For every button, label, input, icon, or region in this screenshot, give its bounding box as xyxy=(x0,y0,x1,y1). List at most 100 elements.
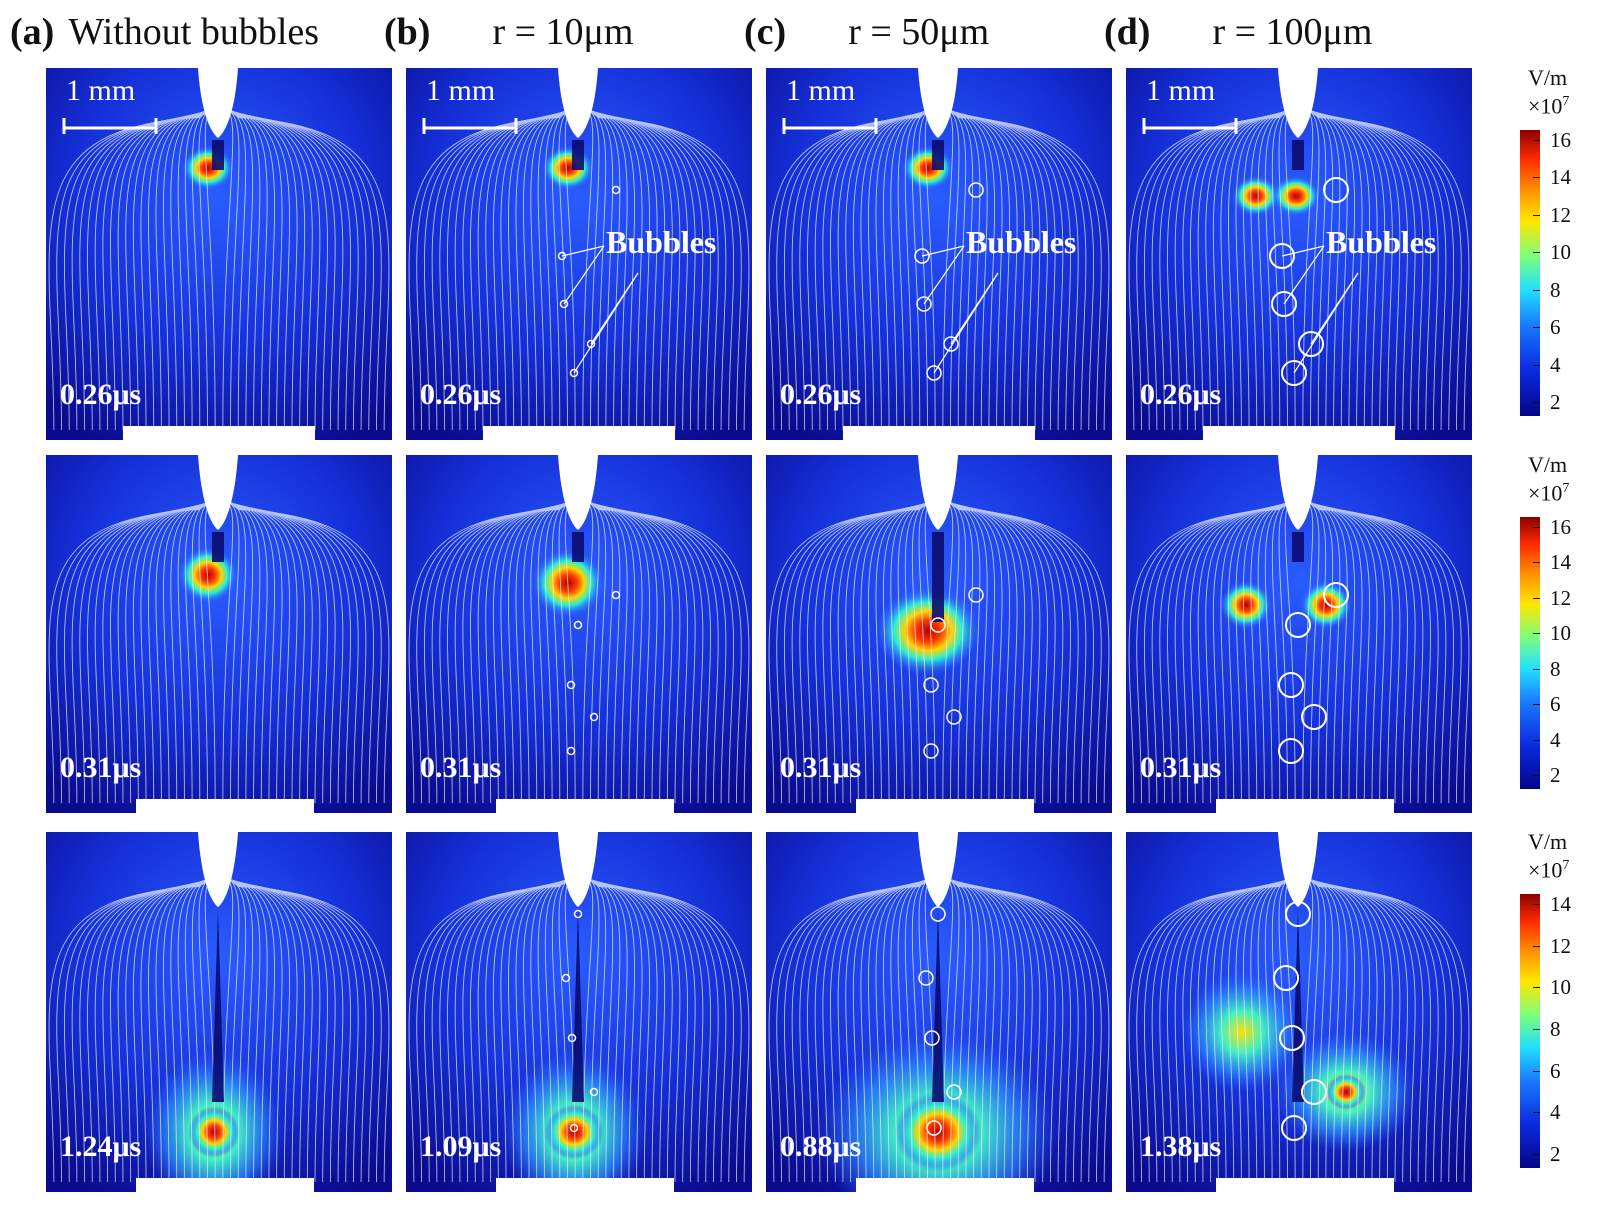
colorbar-tick xyxy=(1533,904,1540,905)
bubble xyxy=(569,368,579,378)
bubble xyxy=(943,336,959,352)
colorbar-tick xyxy=(1533,364,1540,366)
colorbar-tick xyxy=(1533,402,1540,403)
field-hotspot xyxy=(542,146,594,190)
bubble xyxy=(611,590,621,600)
field-hotspot xyxy=(894,1092,982,1172)
colorbar-tick-label: 6 xyxy=(1550,315,1561,340)
needle-electrode xyxy=(558,832,598,907)
colorbar-tick-label: 10 xyxy=(1550,975,1571,1000)
bubble xyxy=(566,680,576,690)
bubble xyxy=(930,617,946,633)
colorbar-tick xyxy=(1533,1112,1540,1114)
bubble xyxy=(559,299,569,309)
field-lines xyxy=(408,499,750,804)
field-plot xyxy=(46,832,392,1192)
scale-bar-label: 1 mm xyxy=(786,74,856,107)
panel-letter: (c) xyxy=(744,11,787,53)
bubble xyxy=(1281,360,1307,386)
bubble xyxy=(569,1123,579,1133)
bubble xyxy=(968,182,984,198)
colorbar-tick xyxy=(1533,177,1540,179)
field-plot xyxy=(406,832,752,1192)
bubble xyxy=(589,1087,599,1097)
ground-electrode xyxy=(123,426,315,440)
streamer-channel xyxy=(932,532,944,622)
colorbar-tick-label: 12 xyxy=(1550,933,1571,958)
field-lines xyxy=(1128,499,1470,804)
colorbar-tick xyxy=(1533,289,1540,291)
field-plot xyxy=(1126,455,1472,813)
colorbar-tick-label: 16 xyxy=(1550,515,1571,539)
colorbar-tick-label: 8 xyxy=(1550,277,1561,302)
simulation-panel: 1.38μs xyxy=(1126,832,1472,1192)
field-hotspot xyxy=(1326,1074,1366,1110)
scale-bar-label: 1 mm xyxy=(1146,74,1216,107)
streamer-channel xyxy=(572,909,584,1102)
time-label: 1.24μs xyxy=(60,1130,142,1163)
field-plot xyxy=(766,455,1112,813)
ground-electrode xyxy=(496,799,674,813)
bubble xyxy=(573,909,583,919)
field-hotspot xyxy=(902,146,954,190)
colorbar-tick xyxy=(1533,633,1540,635)
bubble xyxy=(573,620,583,630)
simulation-panel: Bubbles 1 mm 0.26μs xyxy=(1126,68,1472,440)
needle-electrode xyxy=(1278,455,1318,530)
bubble xyxy=(1301,704,1327,730)
simulation-panel: 1.24μs xyxy=(46,832,392,1192)
bubble xyxy=(923,743,939,759)
colorbar-tick xyxy=(1533,527,1540,528)
bubble xyxy=(1269,243,1295,269)
time-label: 0.26μs xyxy=(1140,378,1222,411)
field-hotspot xyxy=(1272,176,1320,216)
colorbar-tick-label: 14 xyxy=(1550,550,1571,575)
streamer-channel xyxy=(1292,909,1304,1102)
ground-electrode xyxy=(843,426,1035,440)
ground-electrode xyxy=(1216,1178,1394,1192)
simulation-panel: 0.31μs xyxy=(1126,455,1472,813)
colorbar-tick-label: 8 xyxy=(1550,656,1561,681)
colorbar-tick-label: 4 xyxy=(1550,1100,1561,1125)
needle-electrode xyxy=(1278,68,1318,138)
column-title: Without bubbles xyxy=(68,11,320,53)
needle-electrode xyxy=(918,455,958,530)
colorbar-tick-label: 8 xyxy=(1550,1017,1561,1041)
field-plot xyxy=(766,832,1112,1192)
colorbar xyxy=(1520,130,1540,416)
bubble xyxy=(1285,901,1311,927)
time-label: 1.09μs xyxy=(420,1130,502,1163)
streamer-channel xyxy=(212,140,224,170)
needle-electrode xyxy=(918,832,958,907)
needle-electrode xyxy=(558,455,598,530)
ground-electrode xyxy=(1203,426,1395,440)
simulation-panel: Bubbles 1 mm 0.26μs xyxy=(406,68,752,440)
simulation-panel: 0.31μs xyxy=(766,455,1112,813)
panel-letter: (d) xyxy=(1104,11,1151,53)
colorbar-tick-label: 6 xyxy=(1550,692,1561,717)
bubble-pointer-lines xyxy=(1281,245,1359,374)
field-lines xyxy=(768,107,1110,431)
streamer-channel xyxy=(572,140,584,170)
colorbar-tick-label: 10 xyxy=(1550,621,1571,646)
bubble xyxy=(914,248,930,264)
bubble xyxy=(611,185,621,195)
colorbar-tick xyxy=(1533,1029,1540,1030)
time-label: 0.31μs xyxy=(60,751,142,784)
bubble xyxy=(916,296,932,312)
colorbar-tick-label: 4 xyxy=(1550,352,1561,377)
bubbles-label: Bubbles xyxy=(1326,224,1437,260)
bubble xyxy=(561,973,571,983)
bubble xyxy=(1279,1025,1305,1051)
field-lines xyxy=(48,499,390,804)
bubble xyxy=(1271,291,1297,317)
column-title: r = 100μm xyxy=(1212,11,1373,53)
colorbar-tick-label: 14 xyxy=(1550,892,1571,916)
ground-electrode xyxy=(136,799,314,813)
bubble xyxy=(1285,612,1311,638)
colorbar-tick-label: 2 xyxy=(1550,1142,1561,1166)
needle-electrode xyxy=(198,455,238,530)
time-label: 1.38μs xyxy=(1140,1130,1222,1163)
unit-text: V/m xyxy=(1528,65,1568,90)
